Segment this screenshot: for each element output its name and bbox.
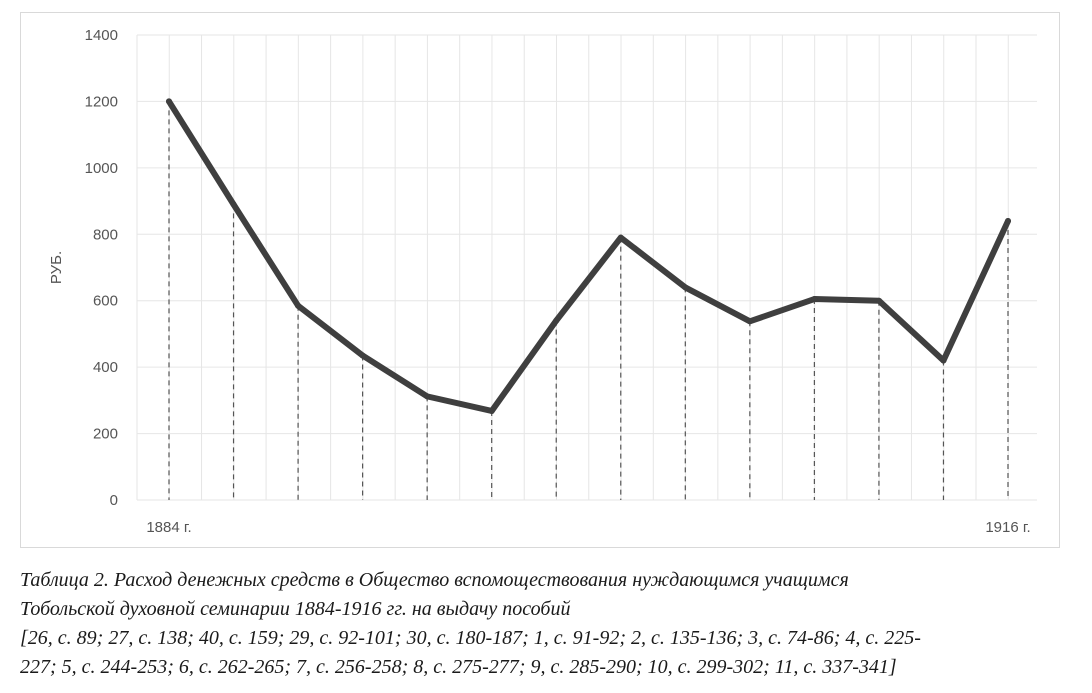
series-line	[166, 98, 1011, 414]
line-chart: 0 200 400 600 800 1000 1200 1400 РУБ. 1884 г. 1…	[48, 27, 1037, 536]
y-tick-label: 0	[110, 492, 118, 509]
caption-references-line-2: 227; 5, с. 244-253; 6, с. 262-265; 7, с.…	[20, 656, 897, 678]
y-tick-label: 200	[93, 426, 118, 443]
table-caption: Таблица 2. Расход денежных средств в Общ…	[20, 566, 1080, 682]
x-tick-label-end: 1916 г.	[985, 519, 1030, 536]
drop-lines	[168, 101, 1009, 500]
data-point	[359, 352, 366, 359]
data-point	[553, 317, 560, 324]
x-tick-label-start: 1884 г.	[146, 519, 191, 536]
y-tick-label: 1400	[85, 27, 118, 44]
data-point	[682, 284, 689, 291]
data-point	[875, 297, 882, 304]
y-tick-label: 800	[93, 226, 118, 243]
y-tick-label: 1200	[85, 93, 118, 110]
grid-layer	[136, 34, 1037, 501]
series-layer	[166, 98, 1011, 414]
caption-title-line-2: Тобольской духовной семинарии 1884-1916 …	[20, 598, 571, 620]
y-tick-label: 1000	[85, 160, 118, 177]
data-point	[746, 318, 753, 325]
caption-references-line-1: [26, с. 89; 27, с. 138; 40, с. 159; 29, …	[20, 627, 921, 649]
caption-title-line-1: Таблица 2. Расход денежных средств в Общ…	[20, 569, 849, 591]
data-point	[488, 407, 495, 414]
data-point	[166, 98, 172, 105]
data-point	[1005, 218, 1011, 224]
chart-frame: 0 200 400 600 800 1000 1200 1400 РУБ. 1884 г. 1…	[20, 12, 1060, 548]
data-point	[811, 296, 818, 303]
data-point	[617, 234, 624, 241]
data-point	[295, 302, 302, 309]
data-point	[230, 201, 237, 208]
tick-labels: 0 200 400 600 800 1000 1200 1400	[85, 27, 118, 509]
y-tick-label: 400	[93, 359, 118, 376]
data-point	[940, 357, 947, 364]
y-tick-label: 600	[93, 293, 118, 310]
y-axis-title: РУБ.	[48, 251, 65, 284]
data-point	[424, 393, 431, 400]
